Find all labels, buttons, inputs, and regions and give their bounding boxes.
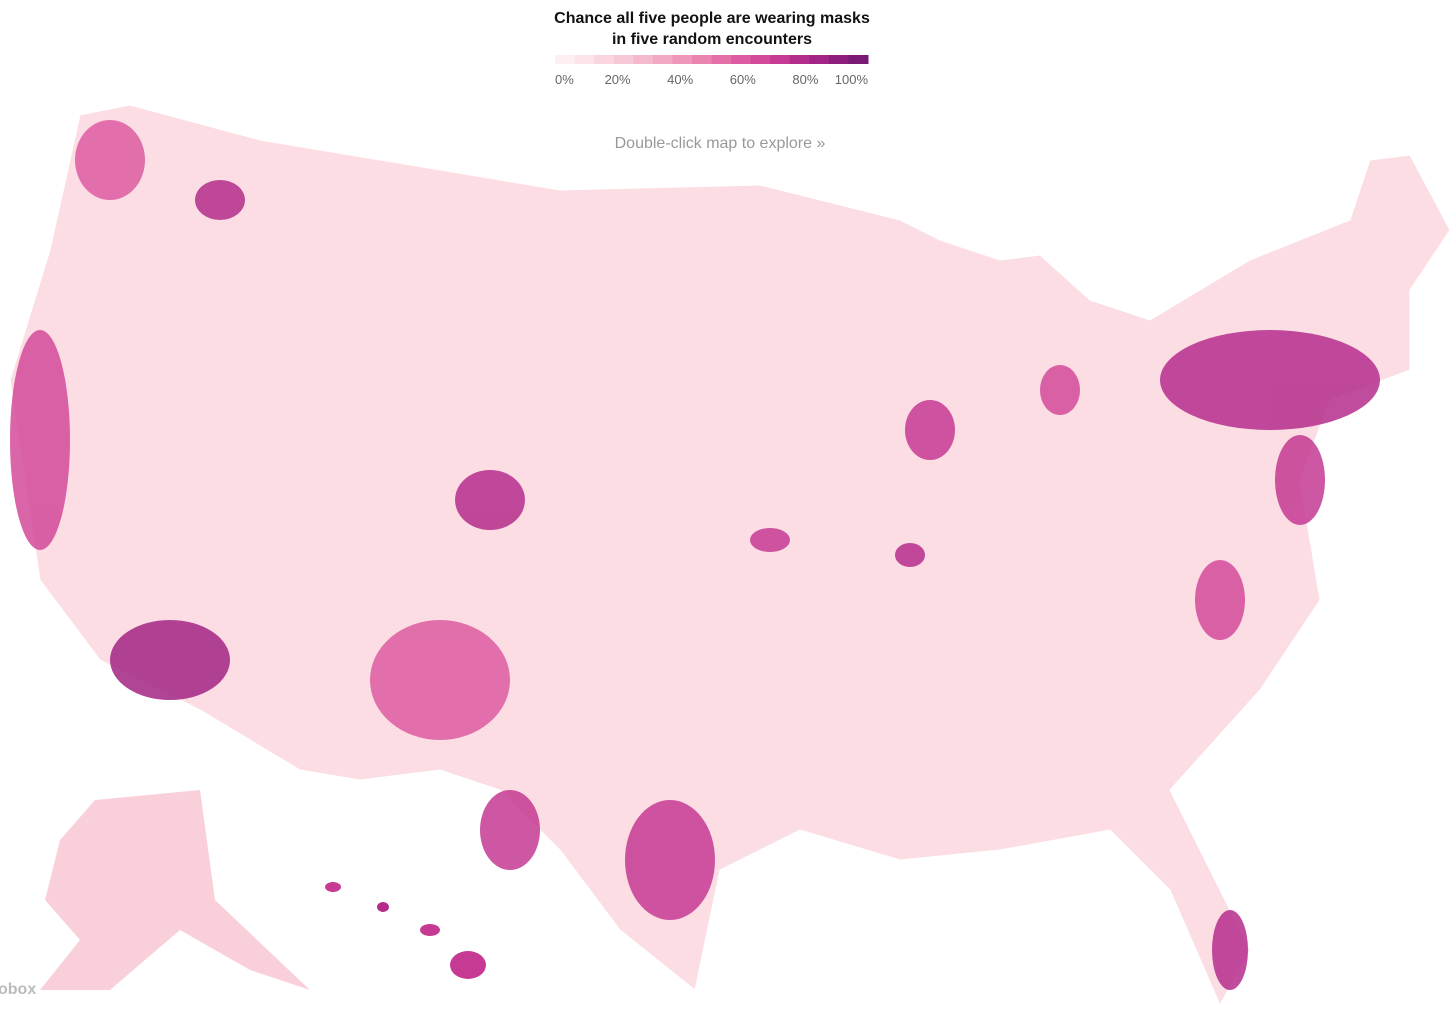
legend-swatch bbox=[711, 55, 732, 64]
hawaii bbox=[377, 902, 389, 912]
legend-swatch bbox=[731, 55, 752, 64]
hotspots bbox=[10, 120, 1380, 990]
legend-tick-label: 60% bbox=[730, 72, 756, 87]
legend-swatch bbox=[789, 55, 810, 64]
hint[interactable]: Double-click map to explore » bbox=[615, 135, 826, 152]
legend-tick-label: 0% bbox=[555, 72, 574, 87]
legend-swatch bbox=[594, 55, 615, 64]
legend-swatch bbox=[652, 55, 673, 64]
hawaii bbox=[450, 951, 486, 979]
legend-swatch bbox=[633, 55, 654, 64]
hawaii bbox=[420, 924, 440, 936]
legend-swatch bbox=[809, 55, 830, 64]
chart-title: in five random encounters bbox=[612, 31, 812, 48]
map[interactable] bbox=[9, 104, 1451, 1007]
contiguous-us bbox=[9, 104, 1451, 1007]
legend-tick-label: 80% bbox=[792, 72, 818, 87]
legend-swatch bbox=[848, 55, 869, 64]
alaska bbox=[40, 790, 310, 990]
legend-swatch bbox=[828, 55, 849, 64]
legend-swatch bbox=[555, 55, 576, 64]
legend-swatch bbox=[672, 55, 693, 64]
legend-tick-label: 100% bbox=[835, 72, 869, 87]
legend-swatch bbox=[770, 55, 791, 64]
legend-tick-label: 40% bbox=[667, 72, 693, 87]
chart-title: Chance all five people are wearing masks bbox=[554, 10, 870, 27]
hawaii bbox=[325, 882, 341, 892]
legend-swatch bbox=[691, 55, 712, 64]
legend: 0% 20% 40% 60% 80% 100% bbox=[555, 55, 869, 87]
attribution: obox bbox=[0, 981, 36, 998]
legend-swatch bbox=[574, 55, 595, 64]
legend-tick-label: 20% bbox=[605, 72, 631, 87]
legend-swatch bbox=[750, 55, 771, 64]
legend-swatch bbox=[613, 55, 634, 64]
